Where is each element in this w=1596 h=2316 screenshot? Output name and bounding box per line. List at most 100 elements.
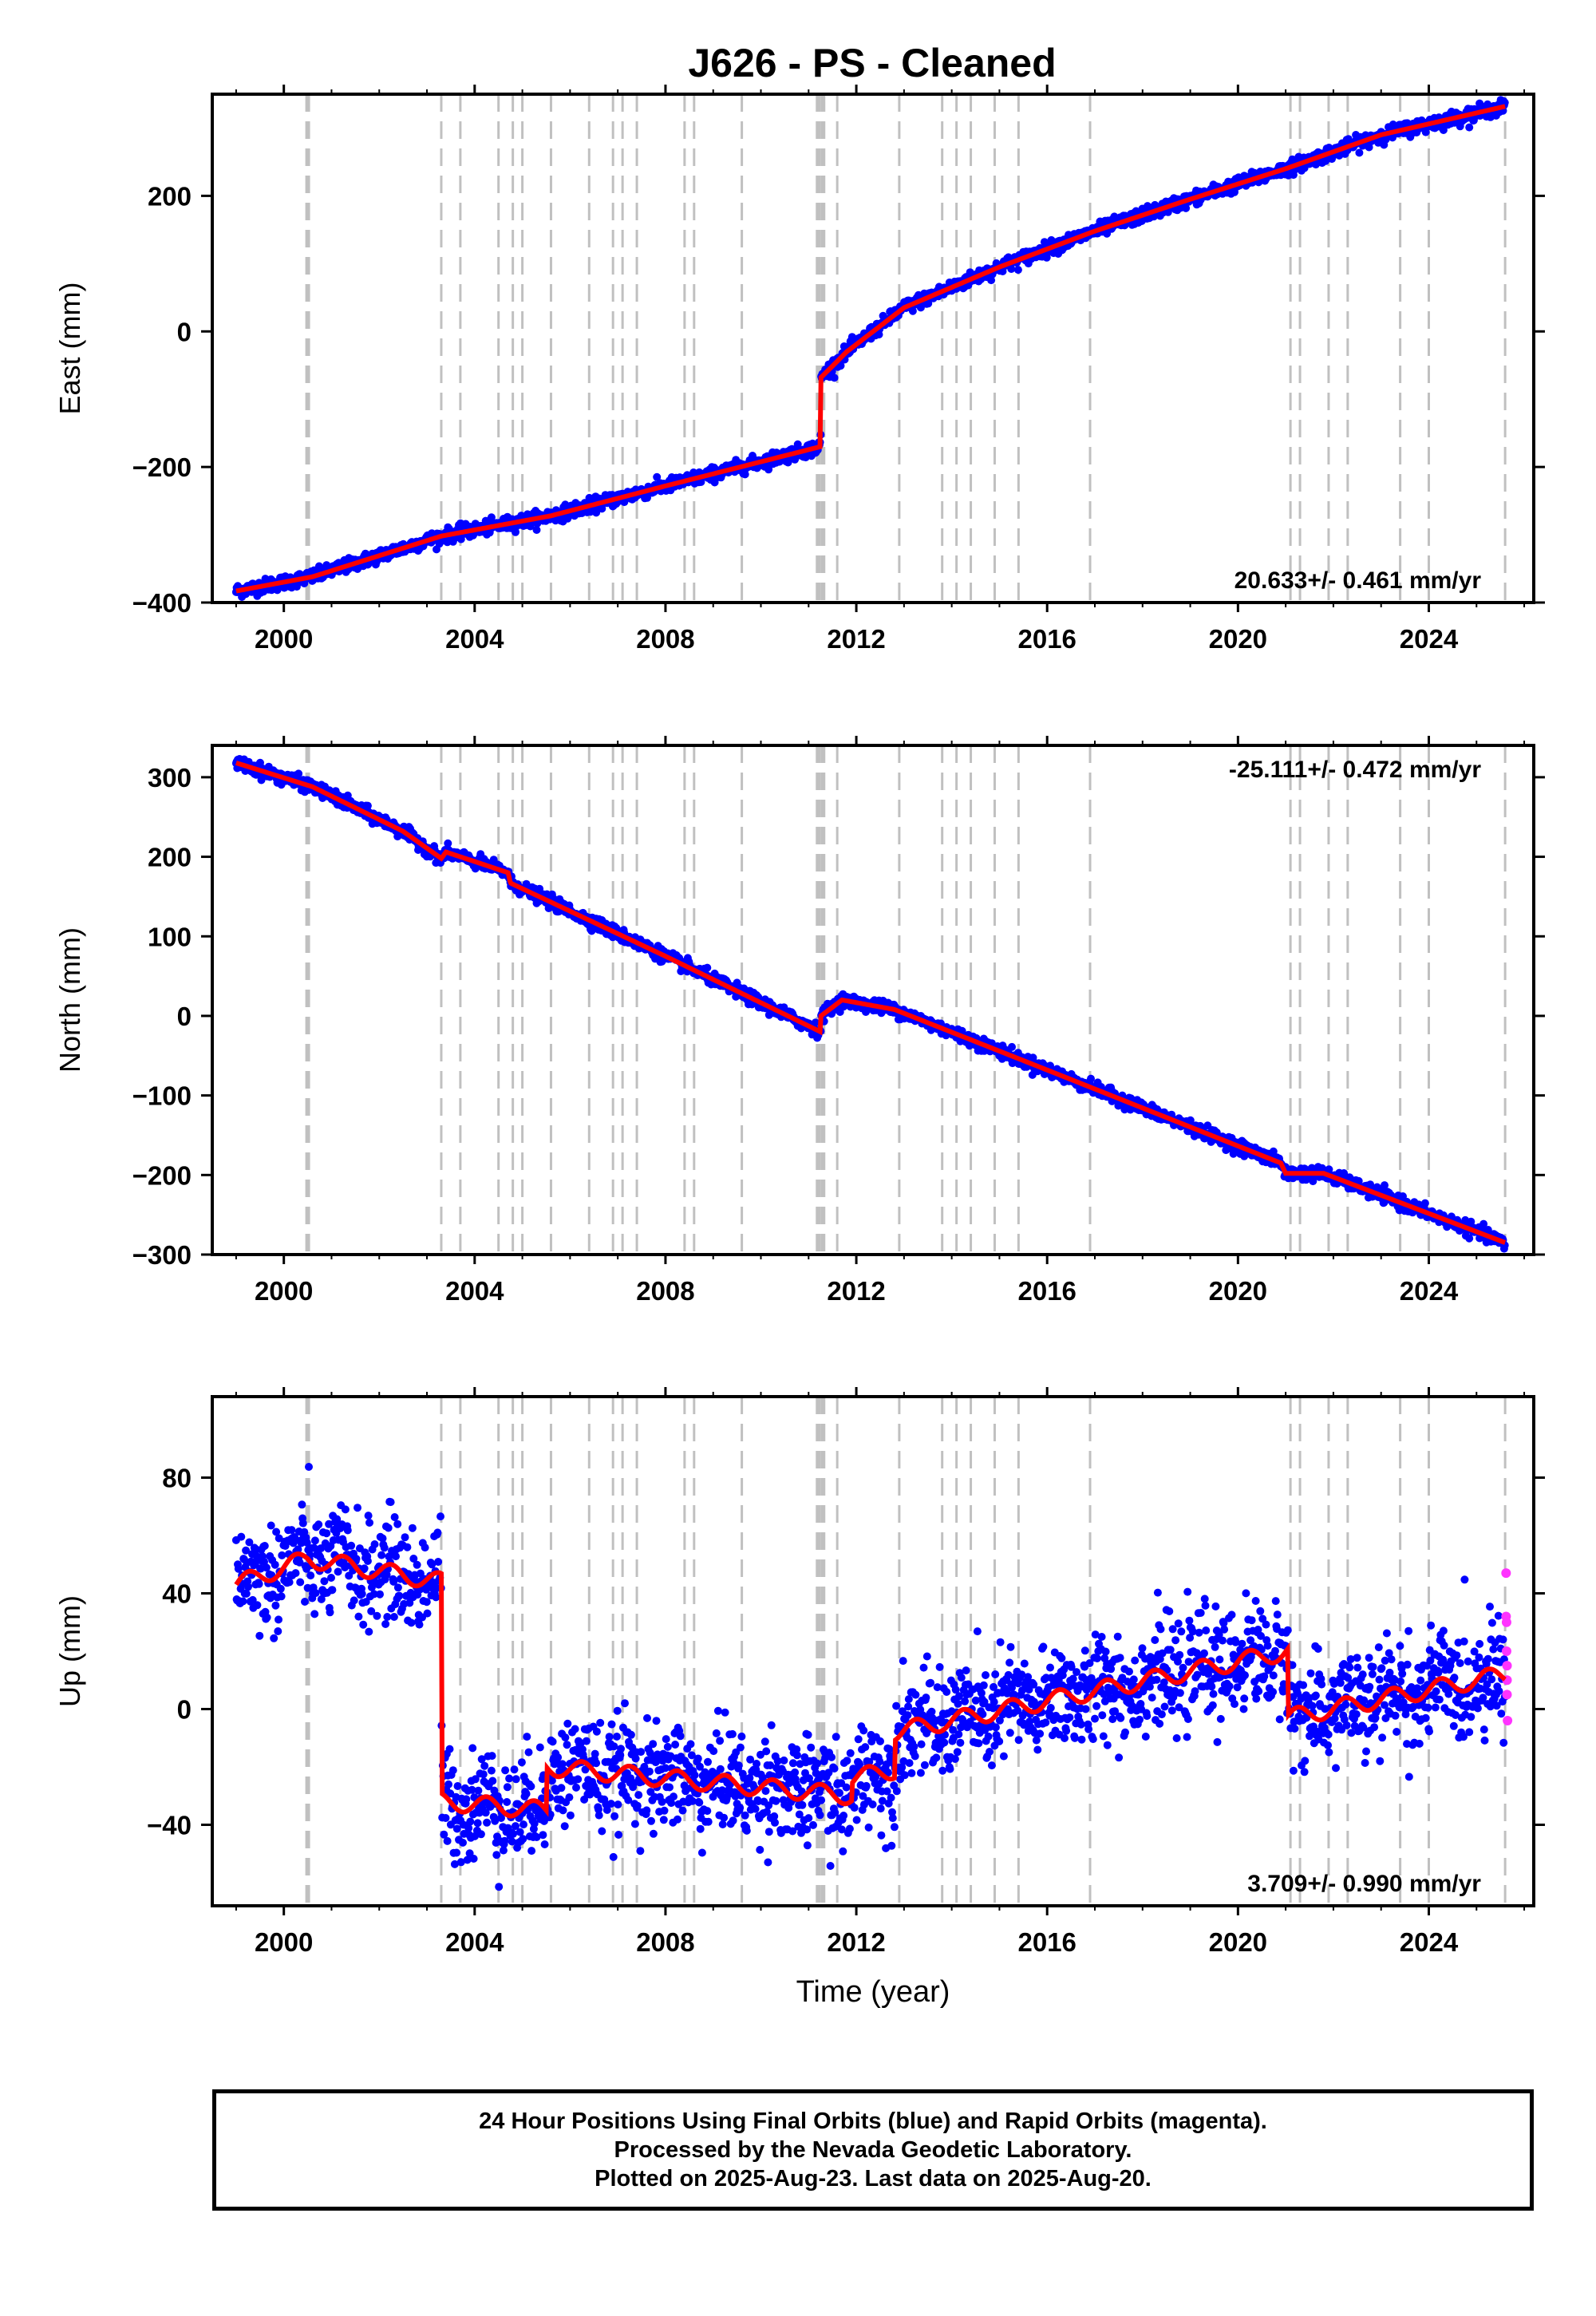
y-tick-label: 0 — [177, 1002, 192, 1031]
data-point — [1087, 1074, 1095, 1083]
data-point — [598, 504, 606, 513]
data-point — [836, 362, 845, 370]
data-point — [276, 1584, 285, 1593]
data-point — [653, 472, 662, 481]
x-tick-label: 2016 — [1017, 1276, 1076, 1306]
data-point — [277, 1592, 286, 1601]
event-lines — [305, 1397, 1507, 1906]
data-point — [257, 776, 266, 785]
data-point — [924, 299, 933, 308]
x-tick-label: 2016 — [1017, 624, 1076, 654]
y-tick-label: −400 — [132, 588, 192, 618]
data-point — [381, 1620, 390, 1628]
y-tick-label: 100 — [148, 922, 192, 951]
data-point — [267, 1521, 275, 1530]
data-point — [306, 1571, 315, 1580]
x-tick-label: 2012 — [827, 1276, 885, 1306]
data-point — [987, 276, 996, 285]
data-point — [278, 1551, 286, 1559]
data-point — [298, 1519, 307, 1528]
x-tick-label: 2012 — [827, 624, 885, 654]
panel-east: 2000 2004 2008 2012 2016 2020 2024−400−2000200… — [53, 85, 1545, 654]
data-point — [487, 513, 496, 522]
data-point — [830, 373, 839, 382]
event-lines — [305, 745, 1507, 1255]
data-point — [328, 1586, 337, 1595]
data-point — [296, 1578, 305, 1587]
data-point — [244, 1583, 252, 1591]
data-point — [347, 1541, 356, 1550]
y-tick-label: −300 — [132, 1240, 192, 1270]
y-tick-label: 200 — [148, 181, 192, 211]
data-point — [334, 1567, 342, 1576]
final-orbit-points — [231, 1463, 1509, 1891]
rate-label: 20.633+/- 0.461 mm/yr — [1235, 567, 1482, 594]
data-point — [358, 1590, 366, 1599]
y-tick-label: −200 — [132, 1160, 192, 1190]
data-point — [1182, 204, 1191, 212]
data-point — [298, 1500, 306, 1509]
y-axis-label: East (mm) — [53, 283, 86, 415]
data-point — [364, 1512, 373, 1520]
data-point — [294, 769, 303, 778]
panels: 2000 2004 2008 2012 2016 2020 2024−400−2000200… — [53, 85, 1545, 2009]
data-point — [383, 1613, 392, 1621]
x-tick-label: 2004 — [445, 1276, 504, 1306]
data-point — [314, 1520, 323, 1529]
data-point — [274, 1627, 282, 1635]
data-point — [380, 1543, 389, 1552]
data-point — [271, 1560, 279, 1569]
y-axis-label: North (mm) — [53, 927, 86, 1073]
final-orbit-points — [231, 96, 1509, 601]
data-point — [354, 1504, 361, 1512]
data-point — [275, 1615, 282, 1624]
x-tick-label: 2024 — [1400, 624, 1459, 654]
data-point — [703, 963, 712, 972]
data-point — [255, 1631, 264, 1640]
data-point — [310, 1610, 319, 1618]
y-tick-label: 0 — [177, 317, 192, 346]
data-point — [341, 1505, 350, 1514]
data-point — [327, 1574, 335, 1582]
data-point — [359, 1620, 368, 1629]
model-line — [235, 104, 1506, 594]
data-point — [365, 1627, 373, 1636]
data-point — [532, 526, 541, 534]
y-tick-label: 200 — [148, 843, 192, 872]
event-lines — [305, 94, 1507, 603]
x-tick-label: 2000 — [255, 624, 313, 654]
data-point — [1465, 1234, 1474, 1243]
figure-title: J626 - PS - Cleaned — [688, 41, 1056, 85]
data-point — [512, 528, 519, 536]
x-tick-label: 2000 — [255, 1276, 313, 1306]
data-point — [354, 1612, 363, 1621]
data-point — [301, 1598, 309, 1606]
data-point — [1420, 1199, 1429, 1207]
data-point — [377, 1551, 386, 1559]
x-tick-label: 2004 — [445, 624, 504, 654]
data-point — [320, 1577, 329, 1586]
data-point — [260, 1542, 269, 1550]
data-point — [1007, 265, 1016, 273]
data-point — [811, 1018, 820, 1027]
data-point — [239, 1597, 247, 1606]
data-point — [255, 1579, 263, 1588]
data-point — [1013, 266, 1022, 275]
data-point — [242, 1589, 251, 1598]
x-tick-label: 2024 — [1400, 1276, 1459, 1306]
y-tick-label: −100 — [132, 1081, 192, 1111]
data-point — [310, 1536, 319, 1545]
data-point — [322, 1529, 331, 1538]
data-point — [376, 1590, 384, 1599]
x-tick-label: 2008 — [636, 624, 694, 654]
rate-label: -25.111+/- 0.472 mm/yr — [1229, 757, 1481, 783]
data-point — [363, 801, 372, 810]
data-point — [370, 1540, 379, 1548]
y-tick-label: −200 — [132, 453, 192, 482]
data-point — [1365, 143, 1373, 152]
panel-frame — [211, 93, 1535, 604]
data-point — [1008, 1042, 1016, 1051]
x-tick-label: 2008 — [636, 1276, 694, 1306]
data-point — [350, 1596, 358, 1605]
